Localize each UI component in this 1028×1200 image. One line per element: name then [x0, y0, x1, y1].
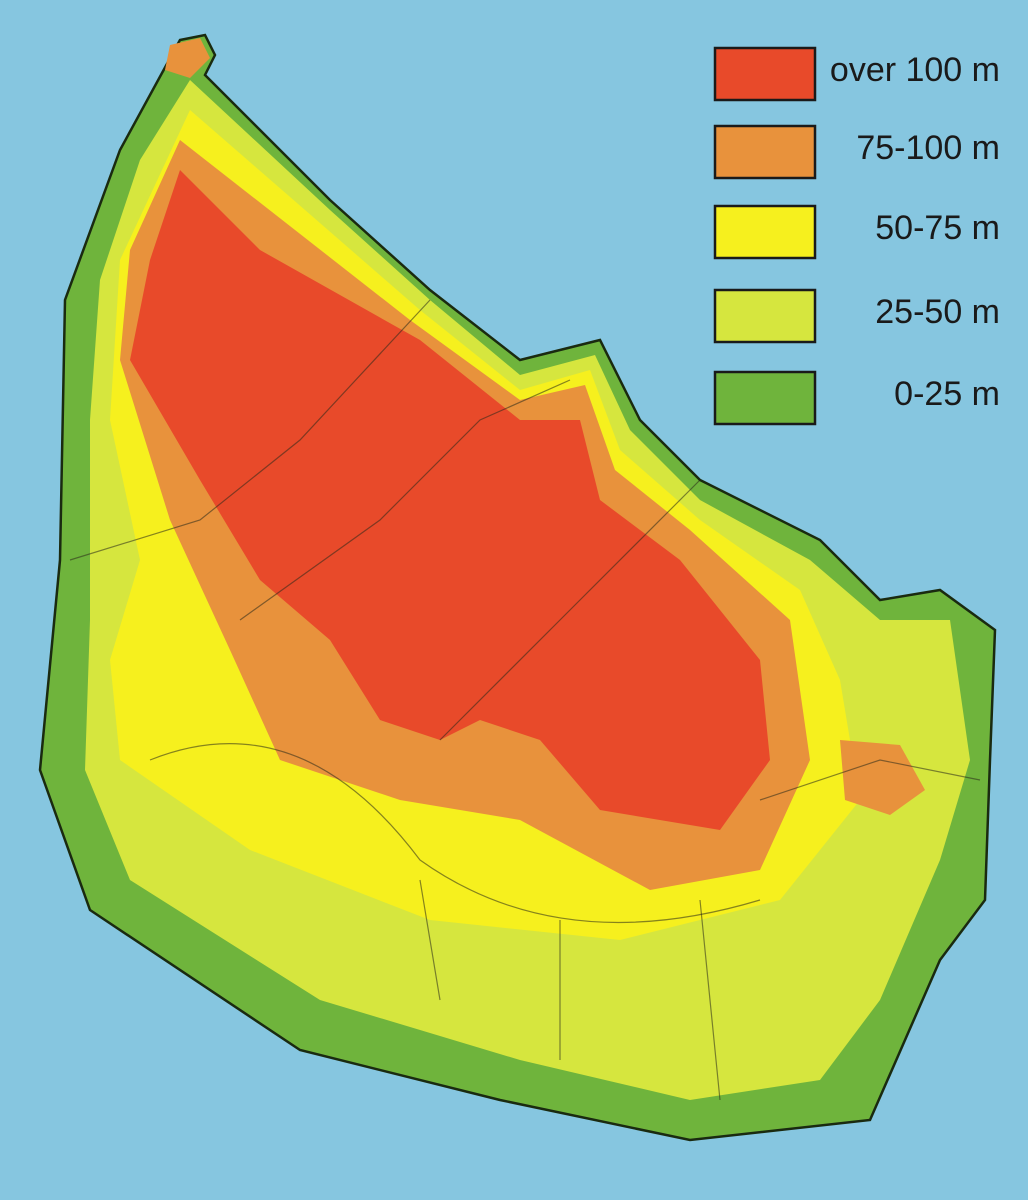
contour-line	[149, 743, 761, 923]
legend-swatch	[713, 204, 817, 260]
legend-swatch	[713, 370, 817, 426]
island	[38, 33, 997, 1142]
legend-label: 25-50 m	[875, 293, 1000, 331]
legend-swatch	[713, 124, 817, 180]
contour-line	[759, 759, 981, 801]
contour-line	[419, 879, 721, 1101]
contour-line	[69, 299, 431, 561]
legend-swatch	[713, 46, 817, 102]
legend-label: 75-100 m	[856, 129, 1000, 167]
legend-swatch	[713, 288, 817, 344]
elevation-band	[840, 740, 925, 815]
contour-line	[239, 379, 571, 621]
legend-label: 50-75 m	[875, 209, 1000, 247]
legend: over 100 m 75-100 m 50-75 m 25-50 m 0-25 m	[713, 46, 1000, 426]
legend-label: 0-25 m	[894, 375, 1000, 413]
legend-label: over 100 m	[830, 51, 1000, 89]
elevation-band	[165, 38, 210, 78]
elevation-band	[130, 170, 770, 830]
contour-line	[439, 479, 701, 741]
